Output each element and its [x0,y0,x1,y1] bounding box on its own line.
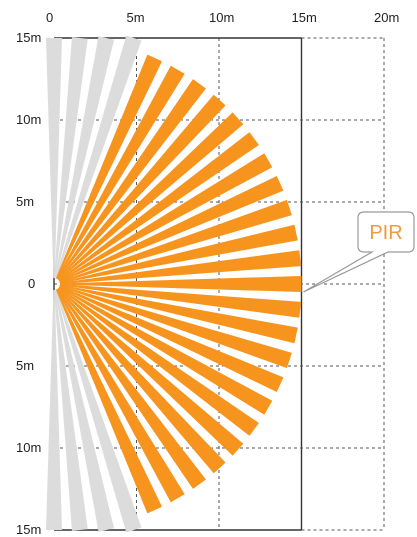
x-tick-label-4: 20m [374,10,399,25]
wide-beam-1 [54,289,88,531]
wide-beam-4 [55,35,142,279]
y-tick-label-2: 5m [16,194,34,209]
pir-beam-3 [57,288,226,474]
y-tick-label-0: 15m [16,30,41,45]
pir-beam-10 [59,284,302,318]
pir-beam-1 [56,288,185,503]
x-tick-label-0: 0 [46,10,53,25]
wide-beam-0 [46,290,62,530]
pir-beam-12 [59,250,302,284]
x-tick-label-2: 10m [209,10,234,25]
pir-beam-17 [58,132,259,281]
pir-beam-14 [59,199,292,283]
pir-beam-2 [57,288,206,489]
pir-beam-21 [56,65,185,280]
y-axis-labels: 15m 10m 5m 0 5m 10m 15m [16,30,41,537]
pir-detection-zone [55,54,302,514]
wide-beam-5 [54,36,115,279]
wide-beam-3 [55,289,142,533]
pir-beam-7 [59,285,284,392]
pir-beam-6 [58,286,273,415]
pir-beam-20 [57,79,206,280]
wide-beam-6 [54,37,88,279]
pir-callout-bubble [303,211,415,293]
pir-beam-5 [58,287,259,436]
pir-beam-19 [57,94,226,280]
pir-beam-0 [55,289,162,514]
pir-callout-label: PIR [369,222,402,244]
pir-beam-8 [59,285,292,369]
x-tick-label-3: 15m [292,10,317,25]
y-tick-label-1: 10m [16,112,41,127]
pir-beam-11 [60,276,302,292]
pir-beam-9 [59,284,298,344]
y-tick-label-3: 0 [28,276,35,291]
pir-beam-13 [59,224,298,284]
pir-beam-18 [58,112,244,281]
pir-callout: PIR [303,211,415,293]
x-axis-labels: 0 5m 10m 15m 20m [46,10,399,25]
pir-beam-16 [58,153,273,282]
y-tick-label-4: 5m [16,358,34,373]
pir-beam-15 [59,176,284,283]
wide-beam-7 [46,38,62,278]
pir-beam-4 [58,287,244,456]
y-tick-label-5: 10m [16,440,41,455]
x-tick-label-1: 5m [127,10,145,25]
pir-beam-22 [55,54,162,279]
y-tick-label-6: 15m [16,522,41,537]
wide-beam-2 [54,289,115,532]
